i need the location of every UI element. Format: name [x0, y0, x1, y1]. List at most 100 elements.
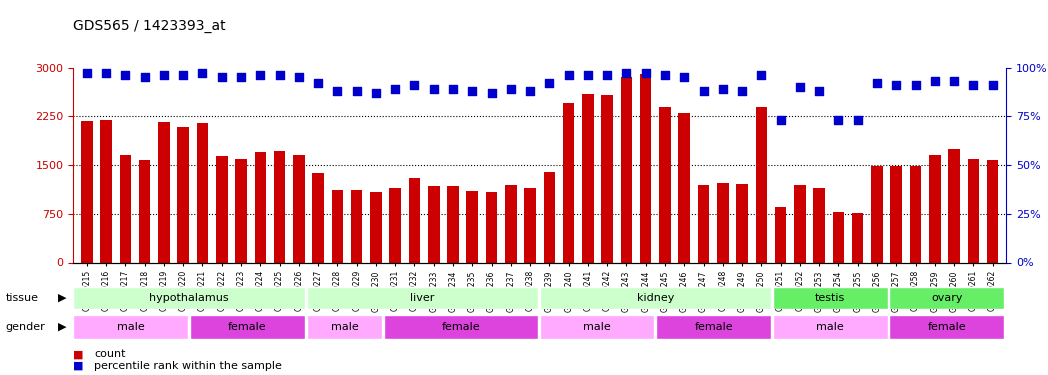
- Point: [734, 88, 750, 94]
- Bar: [370, 192, 381, 262]
- Point: [984, 82, 1001, 88]
- Point: [252, 72, 268, 78]
- FancyBboxPatch shape: [540, 315, 654, 339]
- Bar: [717, 183, 728, 262]
- Point: [561, 72, 577, 78]
- Point: [598, 72, 615, 78]
- Bar: [582, 93, 593, 262]
- Point: [888, 82, 904, 88]
- Point: [869, 80, 886, 86]
- Point: [97, 70, 114, 76]
- Bar: [466, 191, 478, 262]
- Bar: [659, 106, 671, 262]
- Text: male: male: [116, 322, 145, 332]
- FancyBboxPatch shape: [385, 315, 538, 339]
- Point: [155, 72, 172, 78]
- FancyBboxPatch shape: [772, 287, 888, 309]
- Bar: [293, 155, 305, 262]
- Text: ■: ■: [73, 350, 84, 359]
- Text: ■: ■: [73, 361, 84, 370]
- Point: [368, 90, 385, 96]
- Text: ▶: ▶: [58, 293, 66, 303]
- Bar: [101, 120, 112, 262]
- Point: [772, 117, 789, 123]
- Bar: [351, 190, 363, 262]
- Text: tissue: tissue: [5, 293, 38, 303]
- Point: [175, 72, 192, 78]
- Point: [483, 90, 500, 96]
- Bar: [524, 188, 536, 262]
- Bar: [139, 160, 151, 262]
- Point: [117, 72, 134, 78]
- Point: [329, 88, 346, 94]
- Bar: [948, 149, 960, 262]
- Bar: [891, 166, 902, 262]
- Bar: [505, 184, 517, 262]
- Point: [541, 80, 558, 86]
- FancyBboxPatch shape: [890, 315, 1004, 339]
- Bar: [756, 106, 767, 262]
- Point: [945, 78, 962, 84]
- FancyBboxPatch shape: [73, 315, 188, 339]
- Text: GDS565 / 1423393_at: GDS565 / 1423393_at: [73, 19, 226, 33]
- Point: [136, 74, 153, 80]
- Bar: [274, 151, 285, 262]
- Bar: [678, 113, 690, 262]
- Bar: [158, 122, 170, 262]
- Point: [791, 84, 808, 90]
- Bar: [409, 178, 420, 262]
- Point: [406, 82, 422, 88]
- Point: [908, 82, 924, 88]
- Text: male: male: [816, 322, 844, 332]
- Bar: [563, 103, 574, 262]
- Text: female: female: [228, 322, 266, 332]
- Text: hypothalamus: hypothalamus: [149, 293, 228, 303]
- Point: [233, 74, 249, 80]
- Bar: [216, 156, 227, 262]
- Text: percentile rank within the sample: percentile rank within the sample: [94, 361, 282, 370]
- FancyBboxPatch shape: [656, 315, 771, 339]
- Bar: [390, 188, 401, 262]
- Text: liver: liver: [410, 293, 434, 303]
- Bar: [331, 190, 343, 262]
- FancyBboxPatch shape: [772, 315, 888, 339]
- Bar: [81, 121, 92, 262]
- Text: gender: gender: [5, 322, 45, 332]
- Point: [752, 72, 769, 78]
- Point: [618, 70, 635, 76]
- Bar: [871, 166, 882, 262]
- Bar: [197, 123, 209, 262]
- Bar: [794, 184, 806, 262]
- Text: kidney: kidney: [636, 293, 674, 303]
- Bar: [620, 77, 632, 262]
- Point: [715, 86, 732, 92]
- Point: [387, 86, 403, 92]
- Point: [502, 86, 519, 92]
- Point: [676, 74, 693, 80]
- Point: [194, 70, 211, 76]
- Point: [657, 72, 674, 78]
- Text: female: female: [695, 322, 733, 332]
- Point: [695, 88, 712, 94]
- Point: [965, 82, 982, 88]
- Point: [464, 88, 481, 94]
- Point: [811, 88, 828, 94]
- Bar: [428, 186, 439, 262]
- Point: [214, 74, 231, 80]
- Bar: [698, 184, 709, 262]
- FancyBboxPatch shape: [73, 287, 305, 309]
- Text: ▶: ▶: [58, 322, 66, 332]
- Bar: [544, 171, 555, 262]
- Point: [830, 117, 847, 123]
- Bar: [852, 213, 864, 262]
- Bar: [486, 192, 498, 262]
- Bar: [119, 155, 131, 262]
- FancyBboxPatch shape: [306, 287, 538, 309]
- FancyBboxPatch shape: [190, 315, 305, 339]
- Bar: [255, 152, 266, 262]
- Bar: [640, 74, 652, 262]
- Point: [580, 72, 596, 78]
- Text: count: count: [94, 350, 126, 359]
- Bar: [813, 188, 825, 262]
- FancyBboxPatch shape: [540, 287, 771, 309]
